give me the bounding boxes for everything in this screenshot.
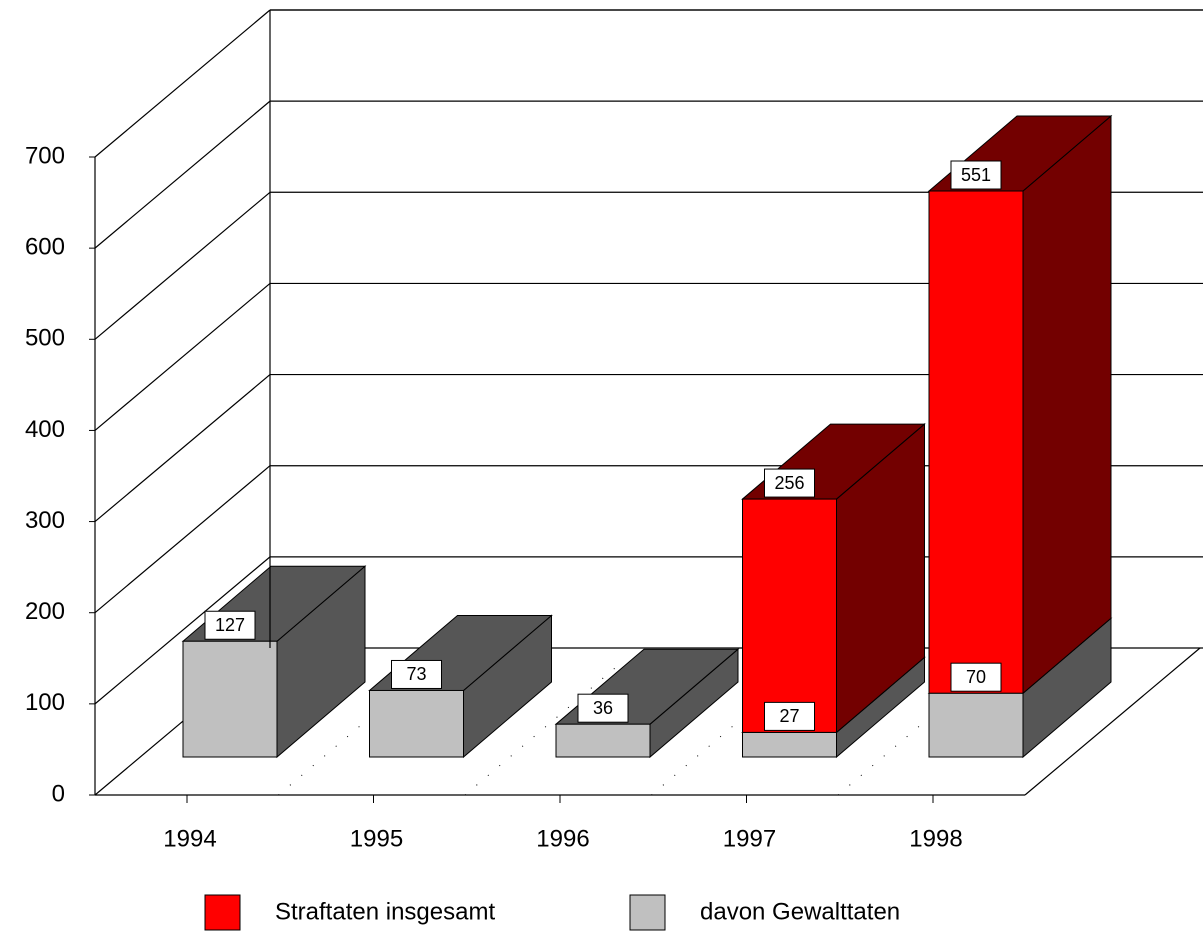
- value-label-box: [950, 160, 1002, 190]
- y-tick-label: 300: [25, 507, 65, 534]
- grid-line: [94, 100, 271, 249]
- grid-line: [94, 465, 271, 614]
- legend-label: davon Gewalttaten: [700, 898, 900, 925]
- x-tick-label: 1997: [723, 825, 776, 852]
- value-label-box: [204, 610, 256, 640]
- bar: [928, 190, 1024, 694]
- bar: [742, 731, 837, 758]
- legend-swatch: [204, 894, 241, 931]
- grid-line: [94, 9, 271, 158]
- value-label-box: [577, 693, 629, 723]
- legend-label: Straftaten insgesamt: [275, 898, 495, 925]
- value-label: 70: [966, 667, 986, 687]
- grid-line: [94, 556, 271, 705]
- x-tick-label: 1998: [909, 825, 962, 852]
- bar: [928, 692, 1024, 758]
- y-tick-label: 600: [25, 233, 65, 260]
- y-tick-label: 100: [25, 689, 65, 716]
- x-tick-label: 1994: [163, 825, 216, 852]
- y-tick-label: 200: [25, 598, 65, 625]
- y-tick-label: 500: [25, 325, 65, 352]
- value-label: 27: [779, 706, 799, 726]
- value-label: 73: [406, 664, 426, 684]
- y-tick-label: 700: [25, 142, 65, 169]
- value-label: 551: [961, 165, 991, 185]
- value-label-box: [950, 662, 1002, 692]
- value-label: 127: [215, 615, 245, 635]
- grid-line: [94, 191, 271, 340]
- value-label-box: [764, 701, 815, 731]
- y-tick-label: 400: [25, 416, 65, 443]
- bar: [742, 498, 837, 733]
- x-tick-label: 1995: [350, 825, 403, 852]
- legend-swatch: [629, 894, 666, 931]
- value-label-box: [764, 468, 815, 498]
- chart-frame: [94, 9, 1203, 796]
- bar: [555, 723, 651, 758]
- value-label: 256: [774, 473, 804, 493]
- bar-side: [1022, 114, 1112, 695]
- x-tick-label: 1996: [536, 825, 589, 852]
- bar: [182, 640, 278, 758]
- value-label: 36: [593, 698, 613, 718]
- grid-line: [94, 374, 271, 523]
- y-tick-label: 0: [52, 780, 65, 807]
- grid-line: [94, 282, 271, 431]
- value-label-box: [391, 659, 442, 689]
- bar: [369, 689, 464, 758]
